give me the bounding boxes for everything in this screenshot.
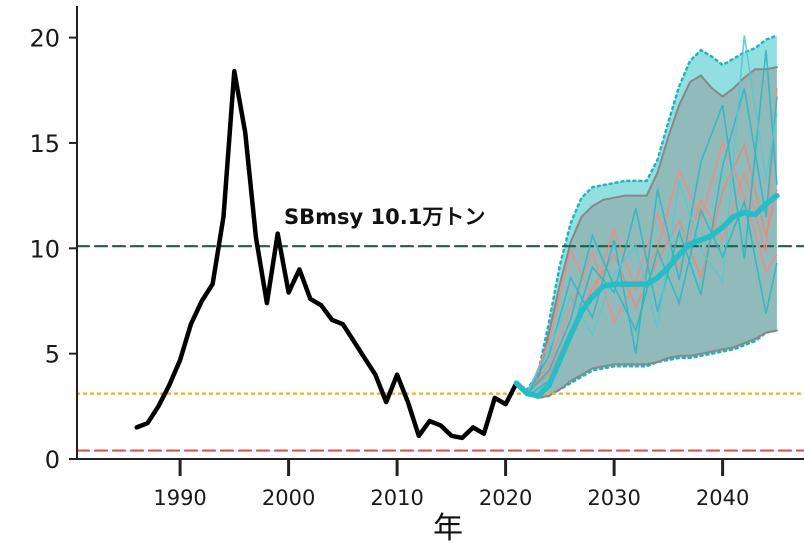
x-tick-label-2020: 2020 [479,486,532,510]
y-tick-label-5: 5 [45,341,60,369]
trajectory-0 [526,88,778,395]
trajectory-3 [526,50,778,395]
y-tick-label-10: 10 [29,235,60,263]
median-line [513,192,780,399]
reference-lines [75,245,804,452]
x-tick-label-2010: 2010 [370,486,423,510]
x-tick-label-2030: 2030 [587,486,640,510]
x-tick-label-1990: 1990 [153,486,206,510]
projection-band-inner-lower [515,329,778,399]
y-tick-label-0: 0 [45,446,60,474]
sbmsy-annotation: SBmsy 10.1万トン [284,205,485,229]
x-tick-label-2040: 2040 [696,486,749,510]
trajectory-5 [526,35,778,392]
trajectory-6 [526,199,778,395]
x-axis-label: 年 [433,511,463,543]
projection-band-inner-upper [515,66,778,393]
projection-band-outer-upper [515,34,779,392]
main-series [134,69,780,441]
y-tick-label-20: 20 [29,25,60,53]
observed-line [134,69,519,441]
x-tick-label-2000: 2000 [262,486,315,510]
axes: 0 5 10 15 20 1990 2000 2010 2020 2030 2040 [29,6,804,510]
y-tick-label-15: 15 [29,130,60,158]
